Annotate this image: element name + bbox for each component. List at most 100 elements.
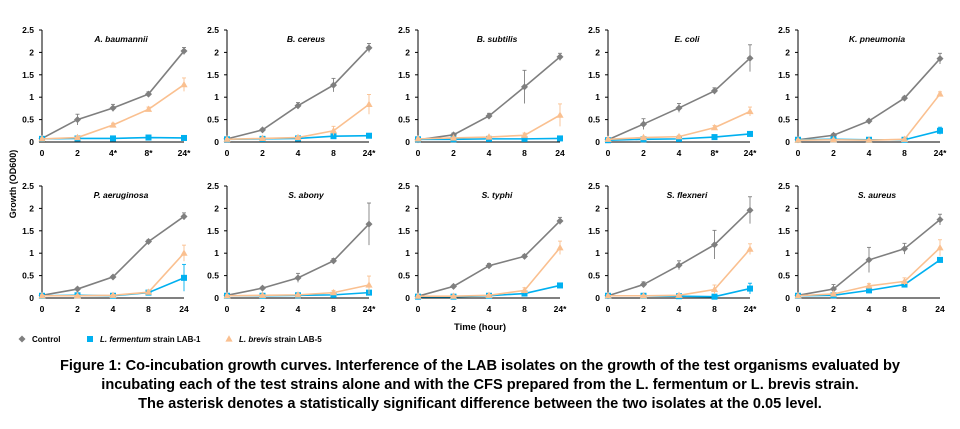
data-point — [330, 133, 337, 140]
y-tick-label: 1 — [595, 92, 600, 102]
chart-panel: 0 0.5 1 1.5 2 2.5 0 2 4 8 24* S. typhi — [398, 181, 567, 314]
data-point — [366, 132, 372, 139]
x-tick-label: 24* — [744, 304, 757, 314]
y-tick-label: 2 — [595, 203, 600, 213]
data-point — [109, 291, 117, 298]
x-tick-label: 24* — [178, 148, 191, 158]
data-point — [74, 116, 81, 124]
data-point — [675, 132, 683, 140]
y-tick-label: 0 — [595, 293, 600, 303]
x-tick-label: 24* — [554, 304, 567, 314]
x-tick-label: 4* — [109, 148, 118, 158]
data-point — [181, 274, 187, 281]
data-point — [294, 274, 302, 282]
data-point — [794, 291, 802, 299]
x-tick-label: 2 — [831, 148, 836, 158]
data-point — [294, 102, 302, 110]
data-point — [604, 135, 612, 142]
x-tick-label: 4 — [111, 304, 116, 314]
x-tick-label: 2 — [641, 148, 646, 158]
data-point — [639, 133, 648, 141]
x-tick-label: 0 — [40, 304, 45, 314]
data-point — [73, 291, 82, 299]
y-tick-label: 0.5 — [398, 271, 410, 281]
y-tick-label: 2.5 — [588, 25, 600, 35]
y-tick-label: 1 — [405, 248, 410, 258]
legend-label-text: strain LAB-5 — [272, 335, 322, 344]
y-tick-label: 1.5 — [22, 226, 34, 236]
data-point — [73, 133, 82, 141]
data-point — [936, 244, 944, 251]
y-tick-label: 2.5 — [588, 181, 600, 191]
y-tick-label: 1.5 — [207, 226, 219, 236]
panel-title: S. aureus — [858, 190, 897, 200]
y-tick-label: 1 — [405, 92, 410, 102]
chart-panel: 00.511.522.50 2 4 8 24B. subtilis — [398, 25, 565, 158]
y-tick-label: 1 — [214, 92, 219, 102]
data-point — [794, 136, 802, 143]
data-point — [144, 288, 153, 295]
chart-panel: 0 0.5 1 1.5 2 2.5 0 2 4 8 24* K. pneumonia — [778, 25, 947, 158]
series-line — [607, 209, 751, 297]
data-point — [521, 290, 528, 297]
legend-marker-diamond — [18, 335, 26, 343]
y-tick-label: 0.5 — [588, 271, 600, 281]
x-tick-label: 8* — [710, 148, 719, 158]
x-tick-label: 0 — [416, 148, 421, 158]
data-point — [145, 90, 152, 98]
x-tick-label: 24 — [179, 304, 189, 314]
y-tick-label: 1.5 — [588, 226, 600, 236]
data-point — [556, 217, 564, 225]
data-point — [746, 107, 754, 115]
y-tick-label: 0.5 — [398, 115, 410, 125]
data-point — [936, 216, 944, 224]
panel-title: A. baumannii — [93, 34, 148, 44]
data-point — [936, 55, 944, 63]
x-tick-label: 8 — [902, 304, 907, 314]
data-point — [746, 245, 754, 252]
x-tick-label: 0 — [606, 304, 611, 314]
y-tick-label: 0 — [214, 293, 219, 303]
data-point — [556, 244, 564, 251]
data-point — [181, 134, 187, 141]
data-point — [901, 245, 908, 253]
y-tick-label: 1 — [595, 248, 600, 258]
series-line — [417, 220, 561, 297]
caption-line-2: incubating each of the test strains alon… — [101, 377, 859, 393]
data-point — [675, 104, 683, 112]
x-tick-label: 4 — [296, 304, 301, 314]
data-point — [330, 81, 337, 89]
x-tick-label: 2 — [75, 148, 80, 158]
y-tick-label: 2.5 — [207, 181, 219, 191]
x-tick-label: 2 — [260, 148, 265, 158]
y-tick-label: 1.5 — [207, 70, 219, 80]
x-tick-label: 2 — [260, 304, 265, 314]
x-tick-label: 24* — [363, 148, 376, 158]
data-point — [901, 94, 908, 102]
y-tick-label: 0 — [29, 137, 34, 147]
y-tick-label: 0 — [29, 293, 34, 303]
y-tick-label: 2.5 — [22, 181, 34, 191]
y-tick-label: 1 — [785, 92, 790, 102]
y-tick-label: 2 — [29, 203, 34, 213]
y-tick-label: 0 — [595, 137, 600, 147]
data-point — [365, 100, 373, 107]
data-point — [936, 90, 944, 97]
series-line — [797, 93, 941, 142]
data-point — [259, 284, 266, 292]
legend-label-italic: L. brevis — [239, 335, 272, 344]
x-tick-label: 8 — [522, 304, 527, 314]
data-point — [329, 127, 338, 134]
y-tick-label: 1 — [214, 248, 219, 258]
data-point — [414, 292, 422, 299]
data-point — [900, 277, 909, 285]
data-point — [557, 282, 563, 289]
x-tick-label: 4 — [487, 148, 492, 158]
x-tick-label: 4 — [867, 148, 872, 158]
y-tick-label: 1.5 — [398, 70, 410, 80]
x-tick-label: 8* — [144, 148, 153, 158]
data-point — [711, 87, 718, 95]
data-point — [109, 273, 117, 281]
data-point — [557, 135, 563, 142]
